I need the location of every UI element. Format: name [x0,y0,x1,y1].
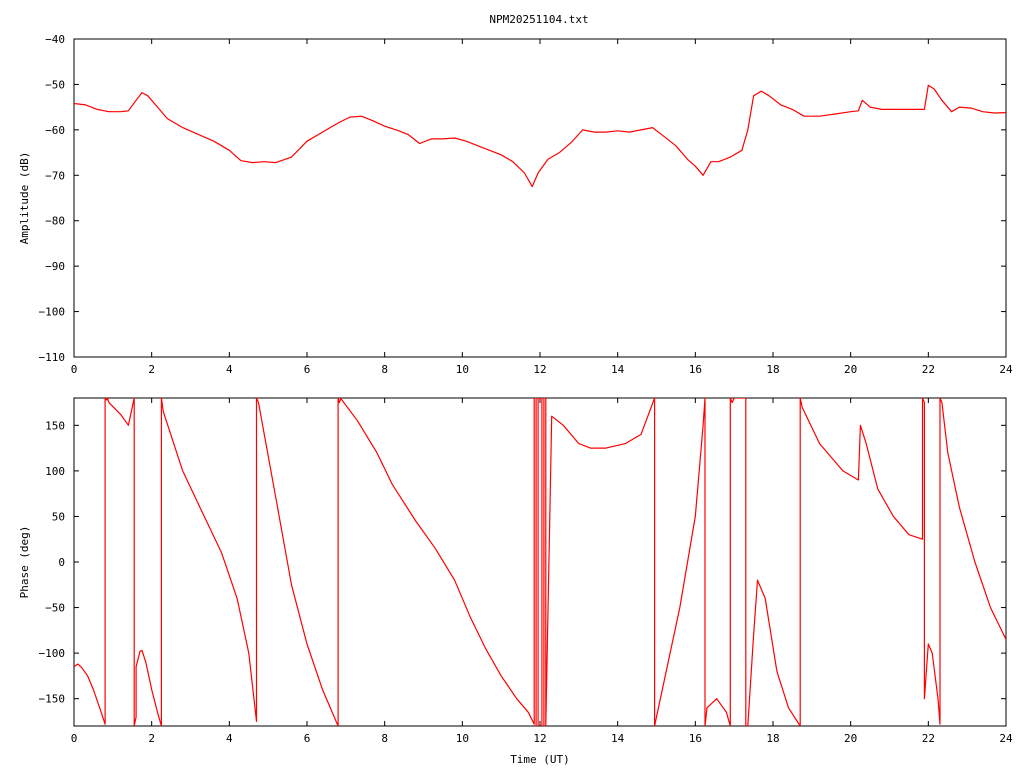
amplitude-y-tick-label: −80 [45,215,65,228]
amplitude-y-tick-label: −60 [45,124,65,137]
amplitude-x-tick-label: 12 [533,363,546,376]
amplitude-plot-frame [73,38,1007,358]
phase-series-line [74,398,1006,726]
phase-x-tick-label: 6 [304,732,311,745]
amplitude-y-tick-label: −110 [39,351,66,364]
amplitude-y-tick-label: −50 [45,78,65,91]
phase-x-axis-label: Time (UT) [510,753,570,766]
phase-y-axis-label: Phase (deg) [18,526,31,599]
phase-y-tick-label: 100 [45,465,65,478]
amplitude-x-tick-label: 24 [999,363,1013,376]
phase-x-tick-label: 18 [766,732,779,745]
phase-x-tick-label: 20 [844,732,857,745]
phase-panel: 0 2 4 6 8 10 12 14 16 18 20 22 24−150−100−5005010015… [18,397,1013,766]
phase-x-tick-label: 4 [226,732,233,745]
phase-y-tick-label: 50 [52,510,65,523]
amplitude-y-tick-label: −70 [45,169,65,182]
amplitude-x-tick-label: 6 [304,363,311,376]
phase-x-tick-label: 2 [148,732,155,745]
phase-plot-frame [73,397,1007,727]
amplitude-x-tick-label: 16 [689,363,702,376]
phase-x-tick-label: 10 [456,732,469,745]
amplitude-y-tick-label: −90 [45,260,65,273]
amplitude-x-tick-label: 10 [456,363,469,376]
amplitude-y-tick-label: −40 [45,33,65,46]
amplitude-x-tick-label: 18 [766,363,779,376]
phase-x-tick-label: 22 [922,732,935,745]
chart-title: NPM20251104.txt [489,13,588,26]
amplitude-series-line [74,84,1006,188]
phase-y-tick-label: −50 [45,602,65,615]
phase-x-tick-label: 16 [689,732,702,745]
phase-x-tick-label: 8 [381,732,388,745]
amplitude-x-tick-label: 4 [226,363,233,376]
phase-y-tick-label: −100 [39,647,66,660]
phase-x-tick-label: 0 [71,732,78,745]
phase-y-tick-label: 0 [58,556,65,569]
amplitude-y-tick-label: −100 [39,306,66,319]
amplitude-x-tick-label: 14 [611,363,625,376]
amplitude-x-tick-label: 8 [381,363,388,376]
amplitude-x-tick-label: 20 [844,363,857,376]
phase-y-tick-label: 150 [45,419,65,432]
phase-x-tick-label: 12 [533,732,546,745]
phase-x-tick-label: 24 [999,732,1013,745]
amplitude-x-tick-label: 22 [922,363,935,376]
phase-x-tick-label: 14 [611,732,625,745]
amplitude-x-tick-label: 0 [71,363,78,376]
amplitude-panel: 0 2 4 6 8 10 12 14 16 18 20 22 24−110−100−90−80−70−6… [18,33,1013,376]
amplitude-y-axis-label: Amplitude (dB) [18,152,31,245]
amplitude-x-tick-label: 2 [148,363,155,376]
phase-y-tick-label: −150 [39,693,66,706]
